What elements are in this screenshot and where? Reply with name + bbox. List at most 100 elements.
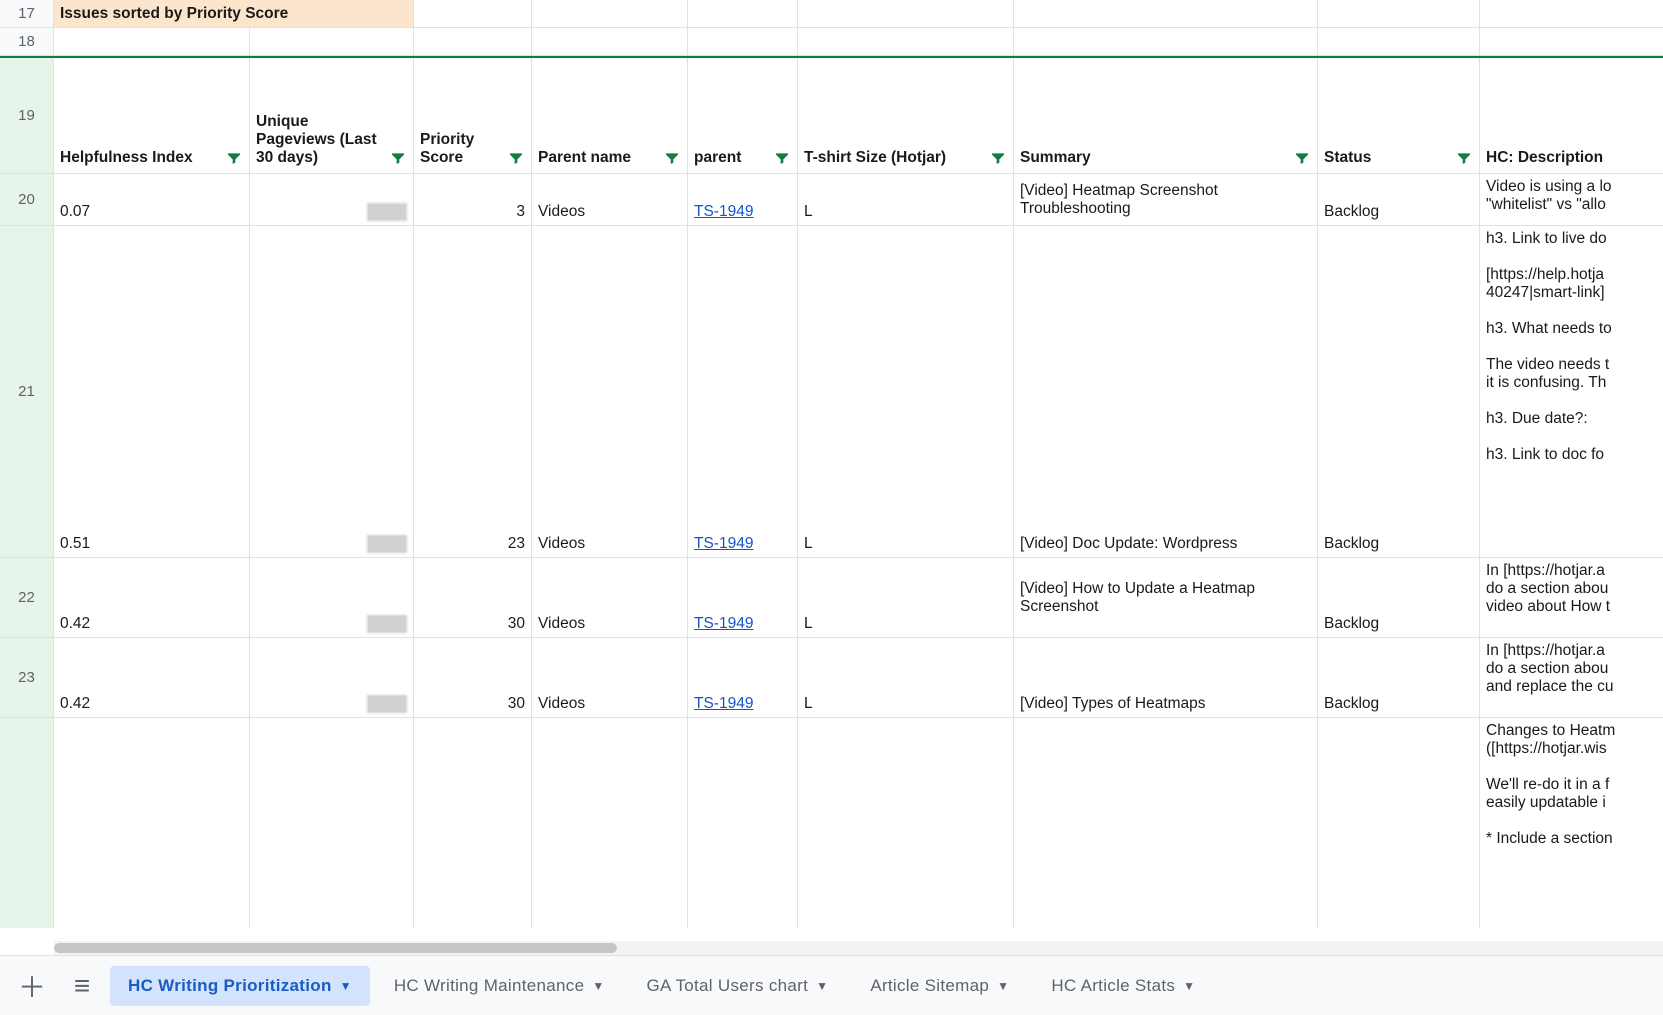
cell-summary[interactable]: [Video] Heatmap Screenshot Troubleshooti… <box>1014 174 1318 225</box>
empty-cell[interactable] <box>688 28 798 55</box>
sheet-tab[interactable]: HC Writing Prioritization ▼ <box>110 966 370 1006</box>
empty-cell[interactable] <box>798 718 1014 928</box>
row-number[interactable]: 21 <box>0 226 54 557</box>
cell-tshirt[interactable]: L <box>798 558 1014 637</box>
empty-cell[interactable] <box>54 28 250 55</box>
cell-hc-description[interactable]: h3. Link to live do [https://help.hotja … <box>1480 226 1663 557</box>
sheet-tab[interactable]: GA Total Users chart ▼ <box>629 966 847 1006</box>
parent-link[interactable]: TS-1949 <box>694 203 753 221</box>
empty-cell[interactable] <box>414 28 532 55</box>
row-number[interactable]: 17 <box>0 0 54 27</box>
caret-down-icon[interactable]: ▼ <box>816 979 828 993</box>
column-header-priority[interactable]: Priority Score <box>414 58 532 173</box>
parent-link[interactable]: TS-1949 <box>694 615 753 633</box>
parent-link[interactable]: TS-1949 <box>694 695 753 713</box>
sheet-tab[interactable]: HC Article Stats ▼ <box>1033 966 1213 1006</box>
column-header-status[interactable]: Status <box>1318 58 1480 173</box>
column-header-helpfulness[interactable]: Helpfulness Index <box>54 58 250 173</box>
cell-helpfulness[interactable]: 0.07 <box>54 174 250 225</box>
filter-icon[interactable] <box>1455 149 1473 167</box>
cell-parent-name[interactable]: Videos <box>532 174 688 225</box>
sheet-tab[interactable]: Article Sitemap ▼ <box>852 966 1027 1006</box>
cell-helpfulness[interactable]: 0.42 <box>54 638 250 717</box>
cell-priority[interactable]: 30 <box>414 638 532 717</box>
empty-cell[interactable] <box>798 28 1014 55</box>
empty-cell[interactable] <box>1480 28 1663 55</box>
empty-cell[interactable] <box>688 0 798 27</box>
cell-pageviews[interactable] <box>250 638 414 717</box>
cell-hc-description[interactable]: In [https://hotjar.a do a section abou v… <box>1480 558 1663 637</box>
cell-priority[interactable]: 23 <box>414 226 532 557</box>
filter-icon[interactable] <box>389 149 407 167</box>
add-sheet-button[interactable]: ＋ <box>10 964 54 1008</box>
section-title-cell[interactable]: Issues sorted by Priority Score <box>54 0 414 27</box>
filter-icon[interactable] <box>989 149 1007 167</box>
cell-tshirt[interactable]: L <box>798 226 1014 557</box>
column-header-summary[interactable]: Summary <box>1014 58 1318 173</box>
cell-summary[interactable]: [Video] How to Update a Heatmap Screensh… <box>1014 558 1318 637</box>
cell-summary[interactable]: [Video] Types of Heatmaps <box>1014 638 1318 717</box>
row-number[interactable]: 18 <box>0 28 54 55</box>
empty-cell[interactable] <box>1014 28 1318 55</box>
sheet-tab[interactable]: HC Writing Maintenance ▼ <box>376 966 623 1006</box>
cell-hc-description[interactable]: In [https://hotjar.a do a section abou a… <box>1480 638 1663 717</box>
empty-cell[interactable] <box>250 28 414 55</box>
column-header-parent-name[interactable]: Parent name <box>532 58 688 173</box>
filter-icon[interactable] <box>507 149 525 167</box>
cell-status[interactable]: Backlog <box>1318 174 1480 225</box>
cell-pageviews[interactable] <box>250 558 414 637</box>
cell-parent-name[interactable]: Videos <box>532 558 688 637</box>
empty-cell[interactable] <box>250 718 414 928</box>
empty-cell[interactable] <box>414 718 532 928</box>
scrollbar-thumb[interactable] <box>54 943 617 953</box>
cell-status[interactable]: Backlog <box>1318 558 1480 637</box>
caret-down-icon[interactable]: ▼ <box>592 979 604 993</box>
cell-hc-description[interactable]: Changes to Heatm ([https://hotjar.wis We… <box>1480 718 1663 928</box>
filter-icon[interactable] <box>225 149 243 167</box>
cell-parent-name[interactable]: Videos <box>532 638 688 717</box>
empty-cell[interactable] <box>54 718 250 928</box>
cell-parent-name[interactable]: Videos <box>532 226 688 557</box>
empty-cell[interactable] <box>532 28 688 55</box>
caret-down-icon[interactable]: ▼ <box>997 979 1009 993</box>
cell-parent[interactable]: TS-1949 <box>688 226 798 557</box>
empty-cell[interactable] <box>532 718 688 928</box>
empty-cell[interactable] <box>1014 718 1318 928</box>
empty-cell[interactable] <box>1014 0 1318 27</box>
filter-icon[interactable] <box>663 149 681 167</box>
row-number[interactable]: 22 <box>0 558 54 637</box>
empty-cell[interactable] <box>532 0 688 27</box>
row-number[interactable]: 20 <box>0 174 54 225</box>
empty-cell[interactable] <box>1318 28 1480 55</box>
parent-link[interactable]: TS-1949 <box>694 535 753 553</box>
cell-pageviews[interactable] <box>250 226 414 557</box>
spreadsheet-grid[interactable]: 17 Issues sorted by Priority Score 18 19… <box>0 0 1663 955</box>
column-header-pageviews[interactable]: Unique Pageviews (Last 30 days) <box>250 58 414 173</box>
filter-icon[interactable] <box>1293 149 1311 167</box>
cell-summary[interactable]: [Video] Doc Update: Wordpress <box>1014 226 1318 557</box>
column-header-tshirt[interactable]: T-shirt Size (Hotjar) <box>798 58 1014 173</box>
empty-cell[interactable] <box>1318 718 1480 928</box>
empty-cell[interactable] <box>414 0 532 27</box>
cell-hc-description[interactable]: Video is using a lo "whitelist" vs "allo <box>1480 174 1663 225</box>
cell-priority[interactable]: 3 <box>414 174 532 225</box>
cell-parent[interactable]: TS-1949 <box>688 638 798 717</box>
empty-cell[interactable] <box>798 0 1014 27</box>
cell-status[interactable]: Backlog <box>1318 226 1480 557</box>
row-number[interactable]: 23 <box>0 638 54 717</box>
cell-tshirt[interactable]: L <box>798 638 1014 717</box>
cell-priority[interactable]: 30 <box>414 558 532 637</box>
empty-cell[interactable] <box>1318 0 1480 27</box>
cell-status[interactable]: Backlog <box>1318 638 1480 717</box>
cell-helpfulness[interactable]: 0.42 <box>54 558 250 637</box>
caret-down-icon[interactable]: ▼ <box>1183 979 1195 993</box>
filter-icon[interactable] <box>773 149 791 167</box>
cell-parent[interactable]: TS-1949 <box>688 174 798 225</box>
cell-parent[interactable]: TS-1949 <box>688 558 798 637</box>
empty-cell[interactable] <box>688 718 798 928</box>
cell-tshirt[interactable]: L <box>798 174 1014 225</box>
cell-pageviews[interactable] <box>250 174 414 225</box>
column-header-parent[interactable]: parent <box>688 58 798 173</box>
horizontal-scrollbar[interactable] <box>54 941 1663 955</box>
column-header-hc-description[interactable]: HC: Description <box>1480 58 1663 173</box>
